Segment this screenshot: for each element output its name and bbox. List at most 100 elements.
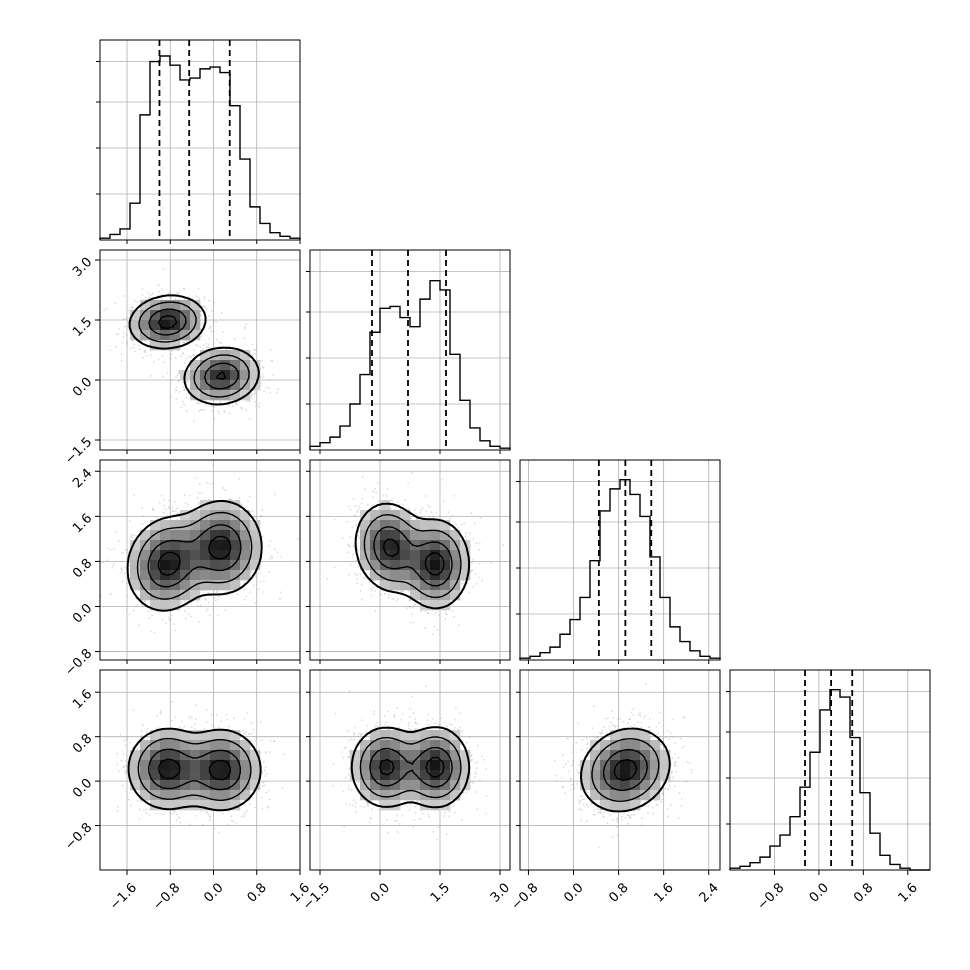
scatter-point <box>125 608 128 611</box>
contour-line <box>363 514 462 599</box>
scatter-point <box>445 613 448 616</box>
scatter-point <box>269 739 272 742</box>
density-block <box>380 580 391 591</box>
scatter-point <box>168 619 171 621</box>
scatter-point <box>262 366 264 369</box>
scatter-point <box>377 508 380 511</box>
contour-line <box>354 502 471 610</box>
density-block <box>210 390 221 401</box>
density-block <box>380 560 391 571</box>
density-block <box>400 540 411 551</box>
scatter-point <box>132 493 135 496</box>
scatter-point <box>435 611 438 614</box>
scatter-point <box>221 331 224 333</box>
density-block <box>170 320 181 331</box>
density-block <box>220 540 231 551</box>
scatter-point <box>213 320 216 323</box>
density-block <box>190 570 201 581</box>
scatter-point <box>260 515 262 518</box>
scatter-point <box>254 353 256 355</box>
scatter-point <box>127 551 129 553</box>
density-block <box>210 580 221 591</box>
scatter-point <box>183 388 186 391</box>
scatter-point <box>226 718 229 721</box>
scatter-point <box>120 571 123 574</box>
scatter-point <box>386 488 389 490</box>
scatter-point <box>117 327 120 330</box>
scatter-panel-2-0 <box>99 459 301 661</box>
density-block <box>170 550 181 561</box>
scatter-point <box>126 344 128 347</box>
scatter-point <box>360 502 363 504</box>
density-block <box>240 370 251 381</box>
scatter-point <box>121 569 123 572</box>
scatter-point <box>458 624 460 626</box>
panel-frame <box>309 459 511 661</box>
scatter-point <box>385 495 388 497</box>
density-block <box>150 330 161 341</box>
scatter-point <box>210 714 213 716</box>
scatter-point <box>387 596 390 599</box>
density-block <box>440 540 451 551</box>
scatter-point <box>349 508 352 511</box>
scatter-point <box>424 610 427 613</box>
scatter-point <box>407 508 410 510</box>
scatter-point <box>107 547 109 550</box>
density-block <box>160 580 171 591</box>
density-block <box>180 570 191 581</box>
contour-line <box>128 294 260 406</box>
scatter-point <box>125 754 128 757</box>
scatter-point <box>267 387 270 390</box>
scatter-point <box>357 548 359 551</box>
scatter-point <box>254 575 257 578</box>
scatter-point <box>174 298 177 301</box>
scatter-point <box>151 614 153 617</box>
density-block <box>140 540 151 551</box>
density-block <box>180 590 191 601</box>
scatter-point <box>470 512 473 515</box>
scatter-point <box>168 291 171 294</box>
density-block <box>390 510 401 521</box>
scatter-point <box>183 389 185 392</box>
density-block <box>170 590 181 601</box>
scatter-point <box>254 404 257 407</box>
histogram-step <box>309 280 511 450</box>
density-block <box>410 560 421 571</box>
scatter-point <box>162 268 165 270</box>
density-block <box>410 550 421 561</box>
density-block <box>210 550 221 561</box>
scatter-point <box>391 598 394 600</box>
scatter-point <box>425 509 427 512</box>
scatter-point <box>123 295 126 297</box>
scatter-point <box>150 354 152 357</box>
scatter-point <box>184 502 187 505</box>
scatter-point <box>161 354 164 357</box>
scatter-point <box>220 720 223 723</box>
scatter-point <box>214 600 217 602</box>
density-block <box>140 560 151 571</box>
scatter-point <box>213 301 215 304</box>
scatter-point <box>157 285 159 287</box>
scatter-point <box>183 362 186 365</box>
scatter-point <box>123 332 125 334</box>
density-block <box>130 550 141 561</box>
density-block <box>230 550 241 561</box>
scatter-point <box>120 352 123 355</box>
scatter-point <box>159 709 162 712</box>
scatter-point <box>200 314 203 317</box>
scatter-point <box>184 494 186 497</box>
scatter-point <box>160 293 163 296</box>
scatter-point <box>357 565 360 568</box>
scatter-point <box>151 508 154 510</box>
density-block <box>420 580 431 591</box>
density-block <box>170 310 181 321</box>
scatter-point <box>167 292 170 295</box>
density-block <box>220 380 231 391</box>
scatter-point <box>357 508 360 510</box>
scatter-point <box>451 514 453 517</box>
scatter-point <box>162 498 165 501</box>
scatter-point <box>374 590 376 592</box>
density-block <box>150 600 161 611</box>
scatter-point <box>220 342 223 344</box>
scatter-point <box>270 359 272 362</box>
